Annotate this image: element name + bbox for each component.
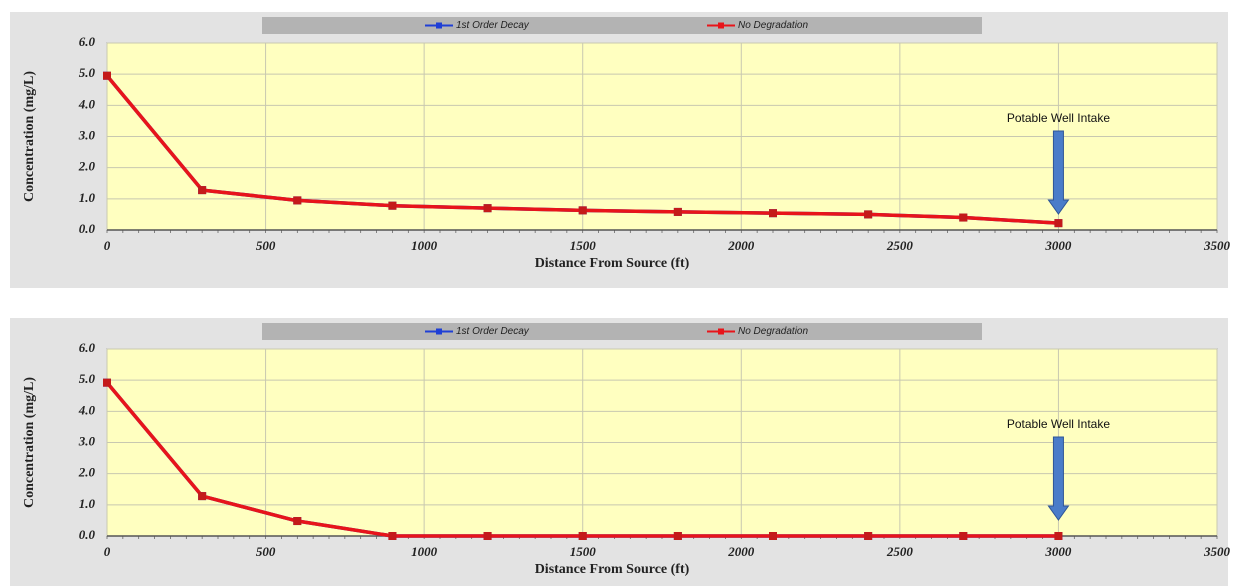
x-tick-label: 2000	[727, 544, 755, 559]
point	[483, 532, 492, 540]
y-axis-title: Concentration (mg/L)	[22, 377, 37, 508]
point	[959, 532, 968, 540]
y-tick-label: 2.0	[78, 465, 96, 480]
x-tick-label: 1500	[570, 238, 597, 253]
y-tick-label: 6.0	[79, 34, 96, 49]
x-tick-label: 3000	[1044, 238, 1072, 253]
arrow	[1047, 436, 1070, 521]
point	[103, 71, 111, 80]
x-tick-label: 1500	[570, 544, 597, 559]
y-tick-label: 1.0	[79, 496, 96, 511]
point	[388, 201, 397, 210]
point	[1054, 532, 1063, 540]
y-tick-label: 3.0	[78, 127, 96, 142]
point	[864, 210, 873, 219]
x-tick-label: 2000	[727, 238, 755, 253]
point	[198, 492, 207, 501]
y-axis-title: Concentration (mg/L)	[22, 71, 37, 202]
y-tick-label: 1.0	[79, 190, 96, 205]
y-tick-label: 5.0	[79, 371, 96, 386]
x-tick-label: 0	[104, 238, 111, 253]
legend-label: No Degradation	[738, 326, 808, 337]
legend-bar	[262, 323, 982, 340]
y-tick-label: 6.0	[79, 340, 96, 355]
point	[864, 532, 873, 540]
x-axis-title: Distance From Source (ft)	[535, 562, 690, 577]
x-tick-label: 500	[256, 544, 276, 559]
arrow	[1047, 130, 1070, 215]
point	[578, 206, 587, 215]
point	[1054, 219, 1063, 228]
x-tick-label: 0	[104, 544, 111, 559]
legend-marker	[718, 22, 724, 29]
x-tick-label: 2500	[886, 238, 914, 253]
legend-label: 1st Order Decay	[456, 326, 530, 337]
legend-label: 1st Order Decay	[456, 20, 530, 31]
point	[673, 207, 682, 216]
y-tick-label: 2.0	[78, 159, 96, 174]
legend-bar	[262, 17, 982, 34]
y-tick-label: 3.0	[78, 433, 96, 448]
point	[293, 196, 302, 205]
point	[198, 186, 207, 195]
point	[578, 532, 587, 540]
point	[769, 209, 777, 218]
point	[673, 532, 682, 540]
x-tick-label: 3500	[1203, 238, 1231, 253]
point	[388, 532, 397, 540]
y-tick-label: 4.0	[78, 402, 96, 417]
point	[483, 204, 492, 213]
legend-marker	[436, 22, 442, 29]
x-tick-label: 500	[256, 238, 276, 253]
point	[293, 517, 302, 526]
y-tick-label: 0.0	[79, 221, 96, 236]
x-tick-label: 1000	[411, 544, 438, 559]
x-tick-label: 3500	[1203, 544, 1231, 559]
y-tick-label: 4.0	[78, 96, 96, 111]
point	[769, 532, 777, 540]
x-tick-label: 3000	[1044, 544, 1072, 559]
x-axis-title: Distance From Source (ft)	[535, 256, 690, 271]
y-tick-label: 5.0	[79, 65, 96, 80]
y-tick-label: 0.0	[79, 527, 96, 542]
x-tick-label: 2500	[886, 544, 914, 559]
legend-marker	[436, 328, 442, 335]
point	[103, 378, 111, 387]
annotation: Potable Well Intake	[1007, 417, 1110, 431]
annotation: Potable Well Intake	[1007, 111, 1110, 125]
point	[959, 213, 968, 222]
legend-label: No Degradation	[738, 20, 808, 31]
legend-marker	[718, 328, 724, 335]
chart: 1st Order Decay No Degradation 0.0 1.0 2.0 3.…	[10, 12, 1231, 288]
chart: 1st Order Decay No Degradation 0.0 1.0 2.0 3.…	[10, 318, 1231, 586]
x-tick-label: 1000	[411, 238, 438, 253]
